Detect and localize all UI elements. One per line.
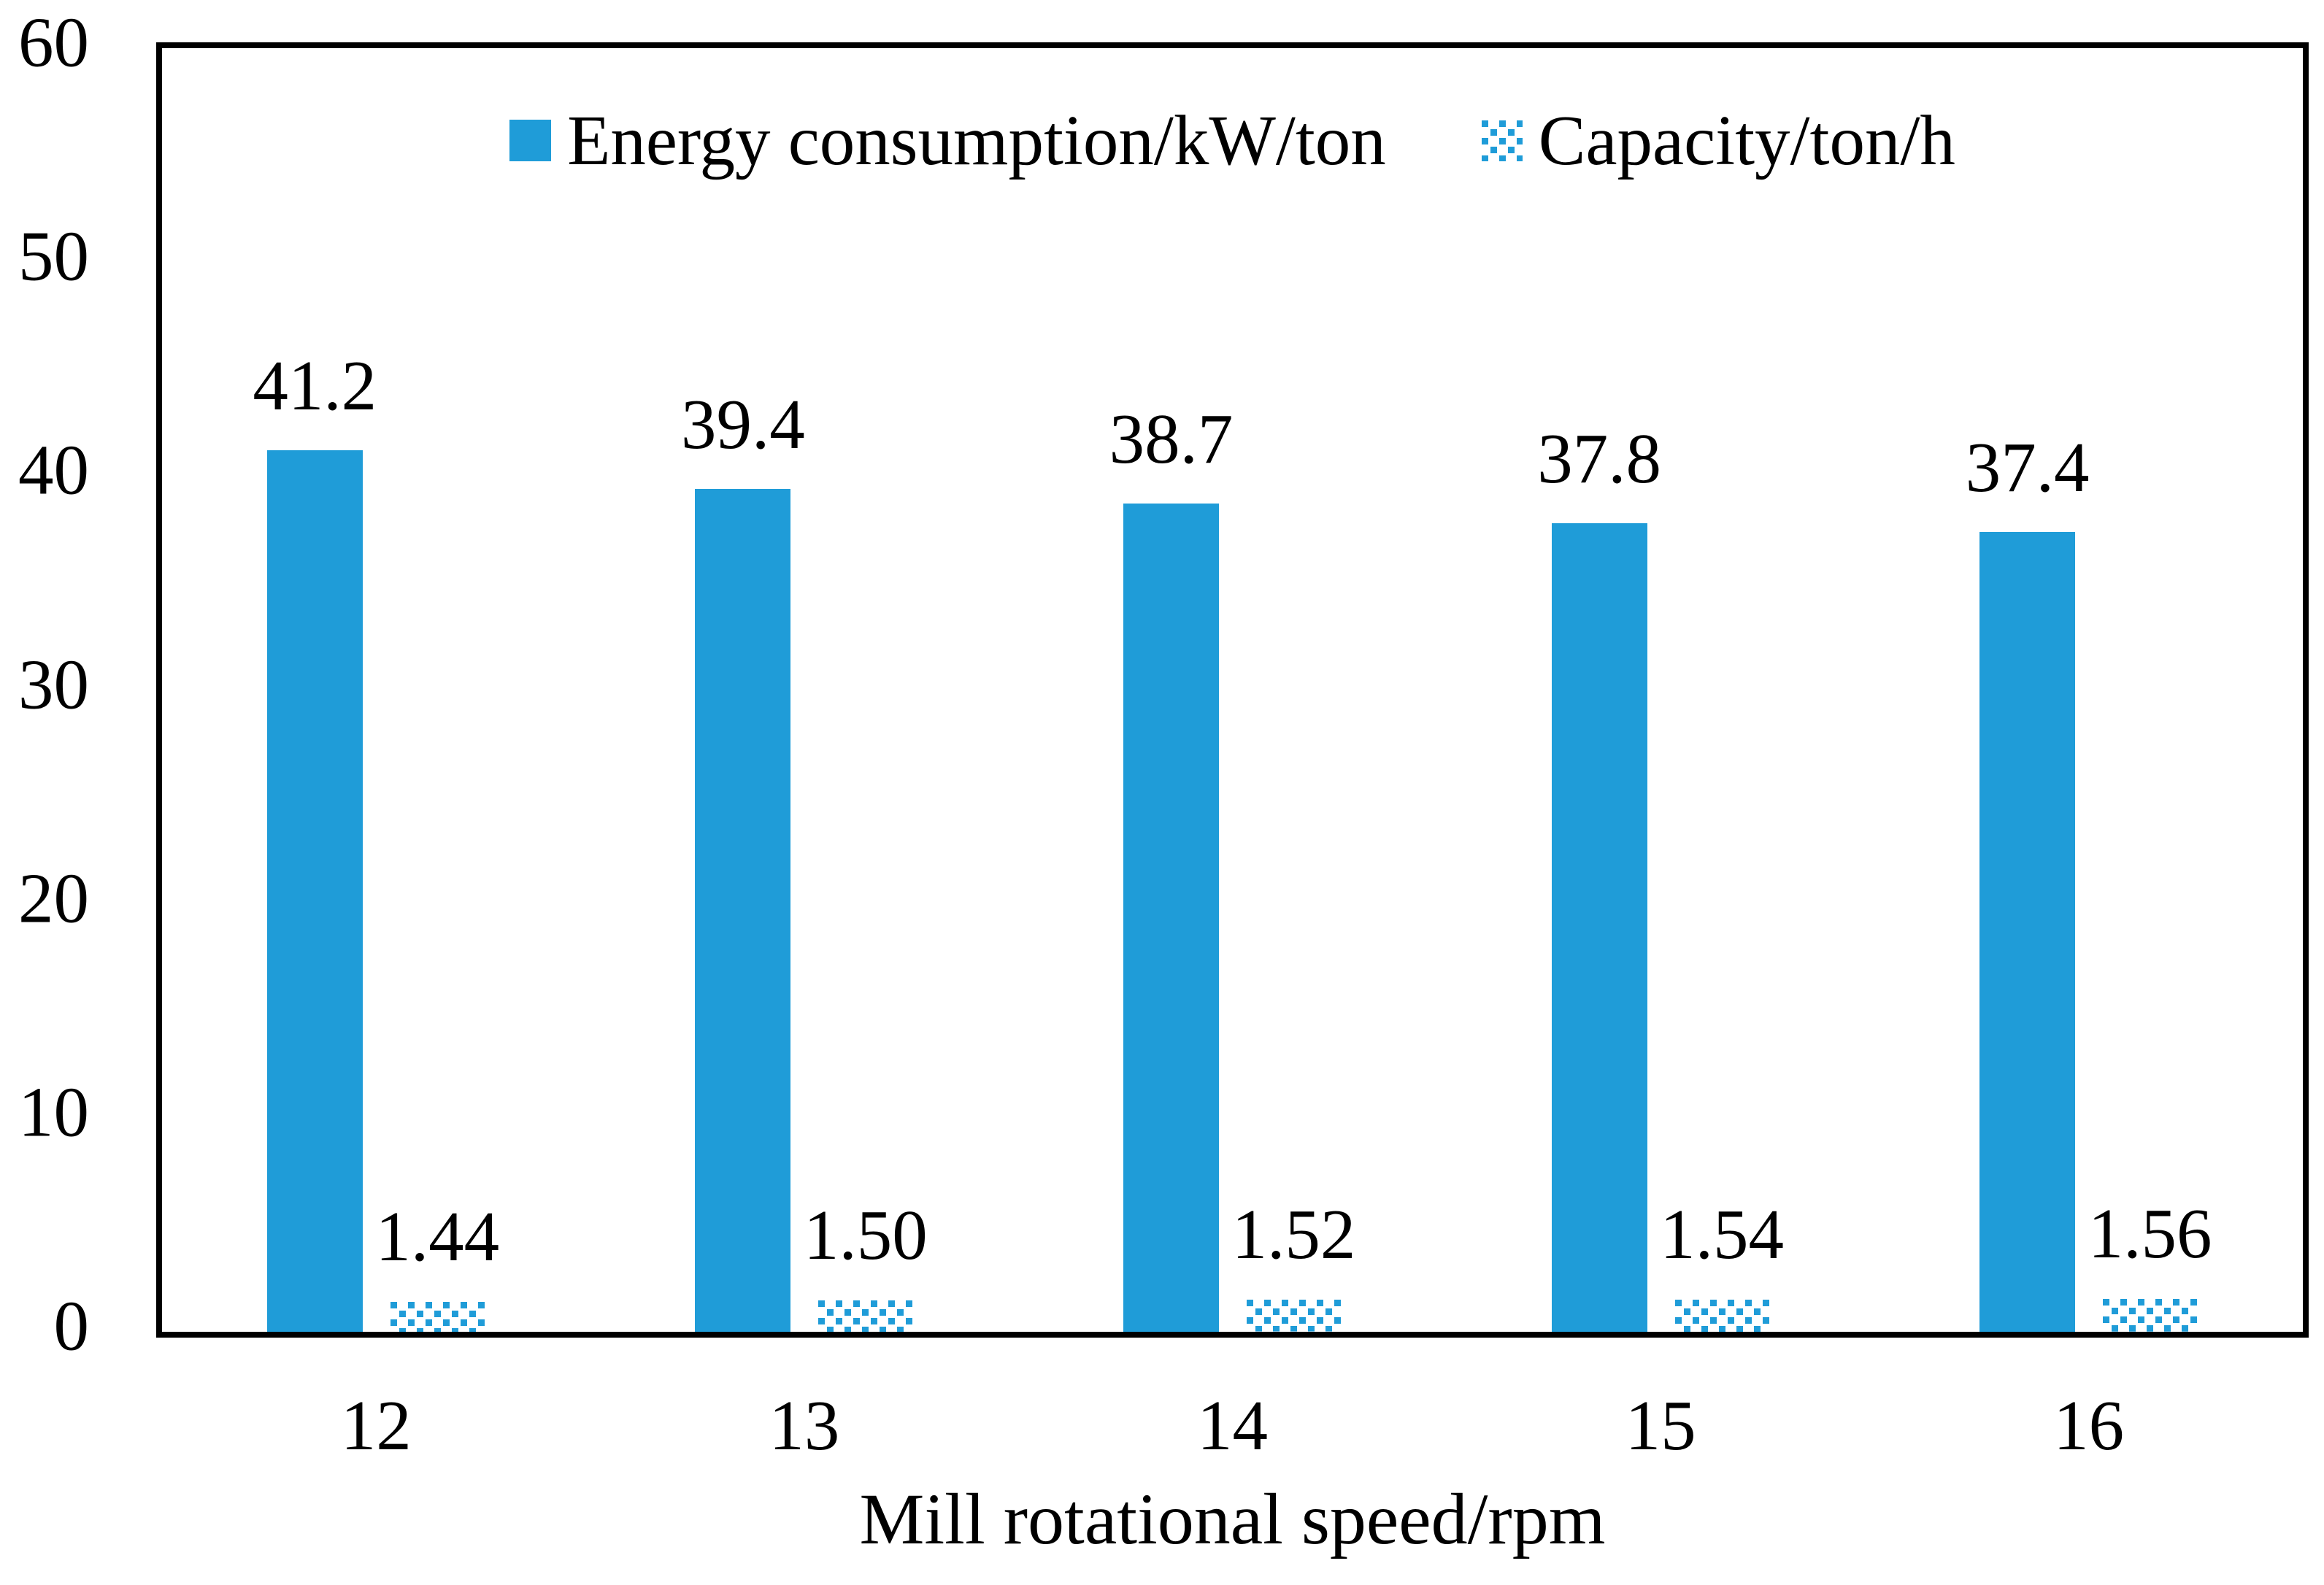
bar-group: 37.8 1.54 bbox=[1447, 48, 1875, 1332]
x-axis-title: Mill rotational speed/rpm bbox=[859, 1478, 1606, 1559]
x-tick-label: 14 bbox=[1196, 1387, 1268, 1465]
bar-group: 37.4 1.56 bbox=[1874, 48, 2303, 1332]
bar-energy: 41.2 bbox=[253, 350, 377, 1332]
bar-label-capacity: 1.52 bbox=[1231, 1195, 1356, 1274]
y-axis: 0 10 20 30 40 50 60 bbox=[0, 0, 89, 1585]
bar-label-energy: 39.4 bbox=[681, 385, 805, 463]
legend-label-capacity: Capacity/ton/h bbox=[1538, 101, 1955, 180]
bar-capacity: 1.44 bbox=[375, 1201, 499, 1332]
x-tick-label: 16 bbox=[2053, 1387, 2125, 1465]
y-tick-label: 20 bbox=[18, 859, 89, 938]
bar-groups: 41.2 1.44 39.4 1.50 38.7 1.52 37.8 1.54 37.4 1.56 bbox=[162, 48, 2303, 1332]
legend-swatch-capacity-icon bbox=[1480, 120, 1523, 161]
bar-label-capacity: 1.50 bbox=[804, 1196, 928, 1275]
bar-label-energy: 38.7 bbox=[1109, 400, 1234, 479]
bar-label-energy: 37.4 bbox=[1965, 428, 2090, 506]
x-tick-label: 15 bbox=[1625, 1387, 1696, 1465]
x-axis: 12 13 14 15 16 bbox=[162, 1390, 2303, 1461]
bar-label-energy: 41.2 bbox=[253, 347, 377, 425]
y-tick-label: 60 bbox=[18, 3, 89, 82]
bar-group: 38.7 1.52 bbox=[1018, 48, 1447, 1332]
legend: Energy consumption/kW/ton Capacity/ton/h bbox=[162, 105, 2303, 176]
legend-item-energy: Energy consumption/kW/ton bbox=[509, 105, 1386, 176]
plot-area: Energy consumption/kW/ton Capacity/ton/h… bbox=[156, 42, 2309, 1338]
bar-capacity: 1.54 bbox=[1660, 1199, 1784, 1332]
bar-group: 39.4 1.50 bbox=[590, 48, 1019, 1332]
x-tick-label: 13 bbox=[769, 1387, 840, 1465]
bar-label-capacity: 1.44 bbox=[375, 1197, 500, 1276]
y-tick-label: 40 bbox=[18, 431, 89, 509]
bar-energy: 38.7 bbox=[1109, 404, 1233, 1332]
bar-energy: 39.4 bbox=[681, 389, 805, 1332]
bar-label-capacity: 1.56 bbox=[2088, 1195, 2212, 1273]
bar-label-capacity: 1.54 bbox=[1660, 1195, 1784, 1273]
bar-capacity: 1.52 bbox=[1232, 1199, 1355, 1332]
bar-energy: 37.8 bbox=[1537, 423, 1661, 1332]
bar-capacity: 1.50 bbox=[804, 1200, 928, 1332]
bar-group: 41.2 1.44 bbox=[162, 48, 590, 1332]
y-tick-label: 30 bbox=[18, 645, 89, 723]
legend-item-capacity: Capacity/ton/h bbox=[1480, 101, 1955, 180]
legend-label-energy: Energy consumption/kW/ton bbox=[567, 101, 1386, 180]
bar-capacity: 1.56 bbox=[2088, 1198, 2212, 1332]
y-tick-label: 50 bbox=[18, 217, 89, 296]
legend-swatch-energy-icon bbox=[509, 120, 552, 161]
y-tick-label: 0 bbox=[53, 1287, 90, 1365]
bar-label-energy: 37.8 bbox=[1537, 419, 1661, 498]
x-tick-label: 12 bbox=[340, 1387, 412, 1465]
bar-energy: 37.4 bbox=[1966, 432, 2090, 1332]
y-tick-label: 10 bbox=[18, 1073, 89, 1152]
